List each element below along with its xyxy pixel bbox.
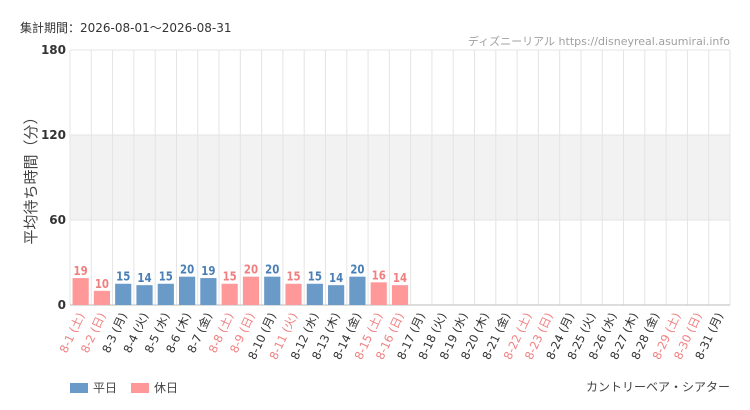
- bar: [264, 276, 281, 305]
- bar-value-label: 10: [95, 277, 109, 291]
- aggregation-period: 集計期間：2026-08-01～2026-08-31: [20, 21, 232, 35]
- bar-value-label: 15: [159, 270, 173, 284]
- bar: [285, 283, 302, 305]
- bar-value-label: 19: [201, 264, 215, 278]
- shaded-band: [70, 135, 730, 220]
- bar: [370, 282, 387, 305]
- y-tick-label: 0: [58, 298, 66, 312]
- bar: [306, 283, 323, 305]
- chart-legend: 平日 休日: [70, 379, 192, 396]
- bar-value-label: 20: [265, 263, 279, 277]
- bar-value-label: 19: [74, 264, 88, 278]
- bar-value-label: 15: [308, 270, 322, 284]
- attraction-name: カントリーベア・シアター: [585, 380, 730, 394]
- bar: [72, 278, 89, 305]
- bar-value-label: 14: [393, 271, 407, 285]
- legend-weekday-swatch: [70, 382, 88, 393]
- bar: [93, 290, 111, 305]
- bar: [115, 283, 132, 305]
- bar: [242, 276, 260, 305]
- bar: [200, 278, 217, 305]
- bar-value-label: 15: [223, 270, 237, 284]
- bar-value-label: 16: [372, 269, 386, 283]
- bar: [221, 283, 238, 305]
- y-tick-label: 60: [49, 213, 66, 227]
- bar-value-label: 20: [244, 263, 258, 277]
- legend-holiday-label: 休日: [154, 381, 179, 395]
- bar: [328, 285, 345, 305]
- bar: [136, 285, 153, 305]
- bar-value-label: 15: [116, 270, 130, 284]
- bar-value-label: 14: [329, 271, 343, 285]
- bar-value-label: 20: [350, 263, 364, 277]
- legend-weekday-label: 平日: [93, 381, 118, 395]
- bar-value-label: 15: [286, 270, 300, 284]
- bar: [349, 276, 366, 305]
- site-attribution: ディズニーリアル https://disneyreal.asumirai.inf…: [467, 35, 730, 48]
- legend-holiday-swatch: [131, 382, 150, 393]
- y-tick-label: 120: [41, 128, 66, 142]
- bar: [391, 285, 409, 305]
- legend-weekday: 平日: [70, 379, 117, 396]
- y-tick-label: 180: [41, 43, 66, 57]
- y-axis-label: 平均待ち時間（分）: [22, 109, 40, 244]
- bar: [157, 283, 174, 305]
- legend-holiday: 休日: [131, 379, 178, 396]
- bar-value-label: 20: [180, 263, 194, 277]
- bar: [179, 276, 196, 305]
- bar-value-label: 14: [137, 271, 151, 285]
